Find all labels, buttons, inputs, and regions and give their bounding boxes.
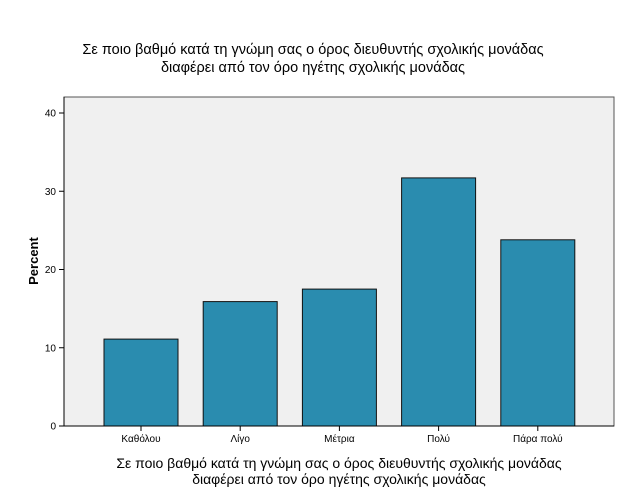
x-axis-title-line-2: διαφέρει από τον όρο ηγέτης σχολικής μον… [192, 471, 486, 487]
x-tick-label-4: Πάρα πολύ [513, 433, 563, 445]
y-axis: 0 10 20 30 40 [45, 97, 65, 433]
bar-3 [401, 177, 477, 427]
y-tick-label-3: 30 [45, 187, 57, 198]
x-tick-label-2: Μέτρια [324, 433, 355, 445]
bar-1 [202, 301, 278, 427]
x-tick-label-3: Πολύ [427, 433, 450, 445]
chart-title-line-2: διαφέρει από τον όρο ηγέτης σχολικής μον… [161, 60, 465, 76]
x-axis: Καθόλου Λίγο Μέτρια Πολύ Πάρα πολύ [64, 425, 614, 445]
bar-0 [103, 338, 179, 427]
x-tick-label-0: Καθόλου [121, 433, 160, 445]
bars-group [103, 177, 576, 427]
x-axis-title-line-1: Σε ποιο βαθμό κατά τη γνώμη σας ο όρος δ… [116, 455, 562, 471]
bar-4 [500, 239, 576, 427]
y-tick-label-4: 40 [45, 109, 57, 120]
y-axis-label: Percent [26, 236, 41, 284]
y-tick-label-2: 20 [45, 265, 57, 276]
y-tick-label-0: 0 [50, 422, 56, 433]
chart-title-line-1: Σε ποιο βαθμό κατά τη γνώμη σας ο όρος δ… [82, 42, 543, 58]
y-tick-label-1: 10 [45, 343, 57, 354]
bar-2 [301, 288, 377, 427]
x-tick-label-1: Λίγο [230, 433, 250, 445]
